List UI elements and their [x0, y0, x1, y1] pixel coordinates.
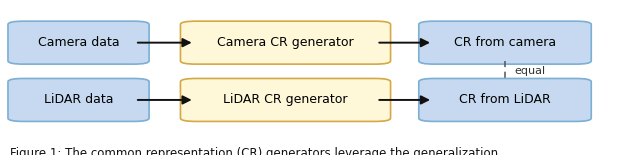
FancyBboxPatch shape: [180, 78, 390, 121]
Text: equal: equal: [515, 66, 545, 76]
FancyBboxPatch shape: [419, 21, 591, 64]
FancyBboxPatch shape: [8, 21, 149, 64]
Text: CR from LiDAR: CR from LiDAR: [459, 93, 551, 106]
Text: LiDAR data: LiDAR data: [44, 93, 113, 106]
Text: CR from camera: CR from camera: [454, 36, 556, 49]
FancyBboxPatch shape: [419, 78, 591, 121]
Text: LiDAR CR generator: LiDAR CR generator: [223, 93, 348, 106]
Text: Camera CR generator: Camera CR generator: [217, 36, 354, 49]
FancyBboxPatch shape: [8, 78, 149, 121]
Text: Camera data: Camera data: [38, 36, 119, 49]
FancyBboxPatch shape: [180, 21, 390, 64]
Text: Figure 1: The common representation (CR) generators leverage the generalization: Figure 1: The common representation (CR)…: [10, 147, 498, 155]
